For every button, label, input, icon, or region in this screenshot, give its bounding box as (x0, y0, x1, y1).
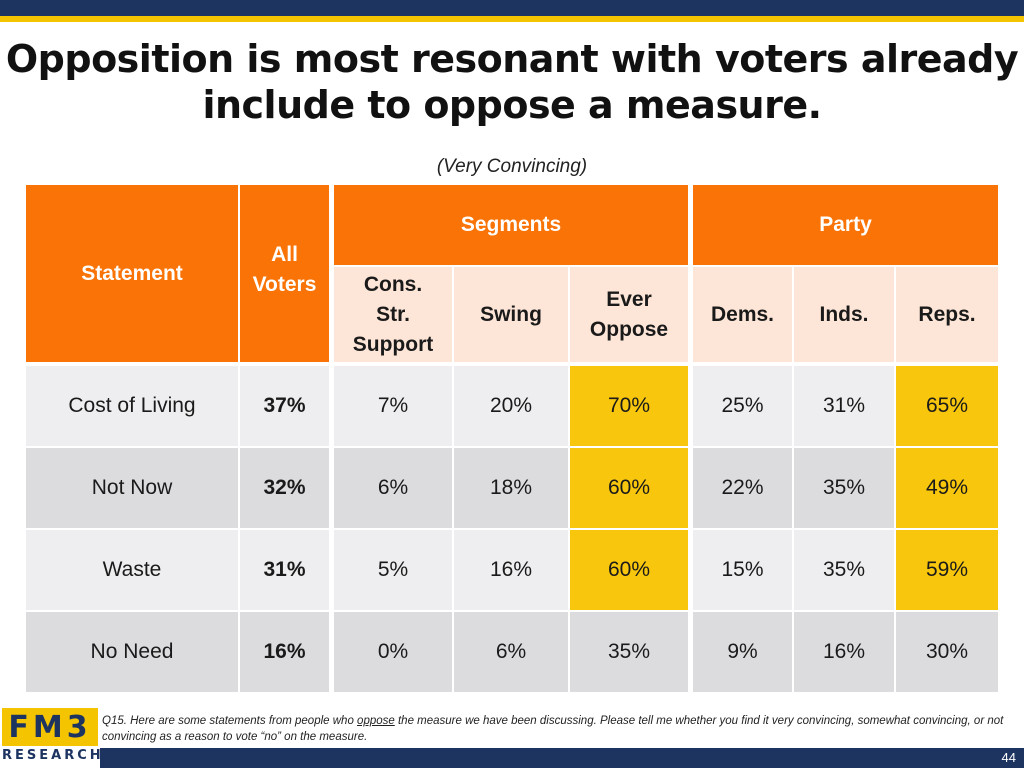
header-dems: Dems. (693, 267, 792, 362)
cell-ever-oppose-2: 60% (570, 530, 688, 610)
row-statement-1: Not Now (26, 448, 238, 528)
row-statement-2: Waste (26, 530, 238, 610)
cell-inds-1: 35% (794, 448, 894, 528)
logo-subtext: RESEARCH (2, 748, 104, 763)
cell-reps-1: 49% (896, 448, 998, 528)
header-cons-str-support: Cons. Str. Support (334, 267, 452, 362)
slide-title: Opposition is most resonant with voters … (5, 37, 1019, 127)
footnote-text-end: the measure we have been discussing. Ple… (102, 715, 1004, 743)
cell-reps-2: 59% (896, 530, 998, 610)
cell-dems-0: 25% (693, 366, 792, 446)
cell-inds-0: 31% (794, 366, 894, 446)
slide-subtitle: (Very Convincing) (436, 156, 588, 177)
cell-all-voters-3: 16% (240, 612, 329, 692)
header-reps: Reps. (896, 267, 998, 362)
row-statement-0: Cost of Living (26, 366, 238, 446)
fm3-logo: FM3 RESEARCH (2, 708, 104, 766)
cell-ever-oppose-0: 70% (570, 366, 688, 446)
footnote-underlined-word: oppose (357, 715, 395, 727)
bottom-banner: 44 (100, 748, 1024, 768)
footnote-text-start: Q15. Here are some statements from peopl… (102, 715, 358, 727)
cell-dems-3: 9% (693, 612, 792, 692)
page-number: 44 (1001, 750, 1016, 765)
cell-cons-str-support-2: 5% (334, 530, 452, 610)
header-all-voters: All Voters (240, 185, 329, 362)
cell-reps-3: 30% (896, 612, 998, 692)
cell-ever-oppose-3: 35% (570, 612, 688, 692)
cell-swing-2: 16% (454, 530, 568, 610)
cell-swing-3: 6% (454, 612, 568, 692)
cell-cons-str-support-1: 6% (334, 448, 452, 528)
header-inds: Inds. (794, 267, 894, 362)
cell-inds-2: 35% (794, 530, 894, 610)
results-table: Statement All Voters Segments Party Cons… (26, 185, 998, 693)
row-statement-3: No Need (26, 612, 238, 692)
cell-cons-str-support-0: 7% (334, 366, 452, 446)
cell-swing-0: 20% (454, 366, 568, 446)
cell-dems-1: 22% (693, 448, 792, 528)
cell-dems-2: 15% (693, 530, 792, 610)
top-banner (0, 0, 1024, 16)
cell-reps-0: 65% (896, 366, 998, 446)
header-swing: Swing (454, 267, 568, 362)
question-footnote: Q15. Here are some statements from peopl… (102, 713, 1017, 745)
cell-ever-oppose-1: 60% (570, 448, 688, 528)
cell-all-voters-1: 32% (240, 448, 329, 528)
cell-cons-str-support-3: 0% (334, 612, 452, 692)
cell-swing-1: 18% (454, 448, 568, 528)
cell-inds-3: 16% (794, 612, 894, 692)
header-segments: Segments (334, 185, 688, 265)
logo-mark: FM3 (2, 708, 98, 746)
header-party: Party (693, 185, 998, 265)
cell-all-voters-2: 31% (240, 530, 329, 610)
header-statement: Statement (26, 185, 238, 362)
header-ever-oppose: Ever Oppose (570, 267, 688, 362)
cell-all-voters-0: 37% (240, 366, 329, 446)
top-accent-stripe (0, 16, 1024, 22)
